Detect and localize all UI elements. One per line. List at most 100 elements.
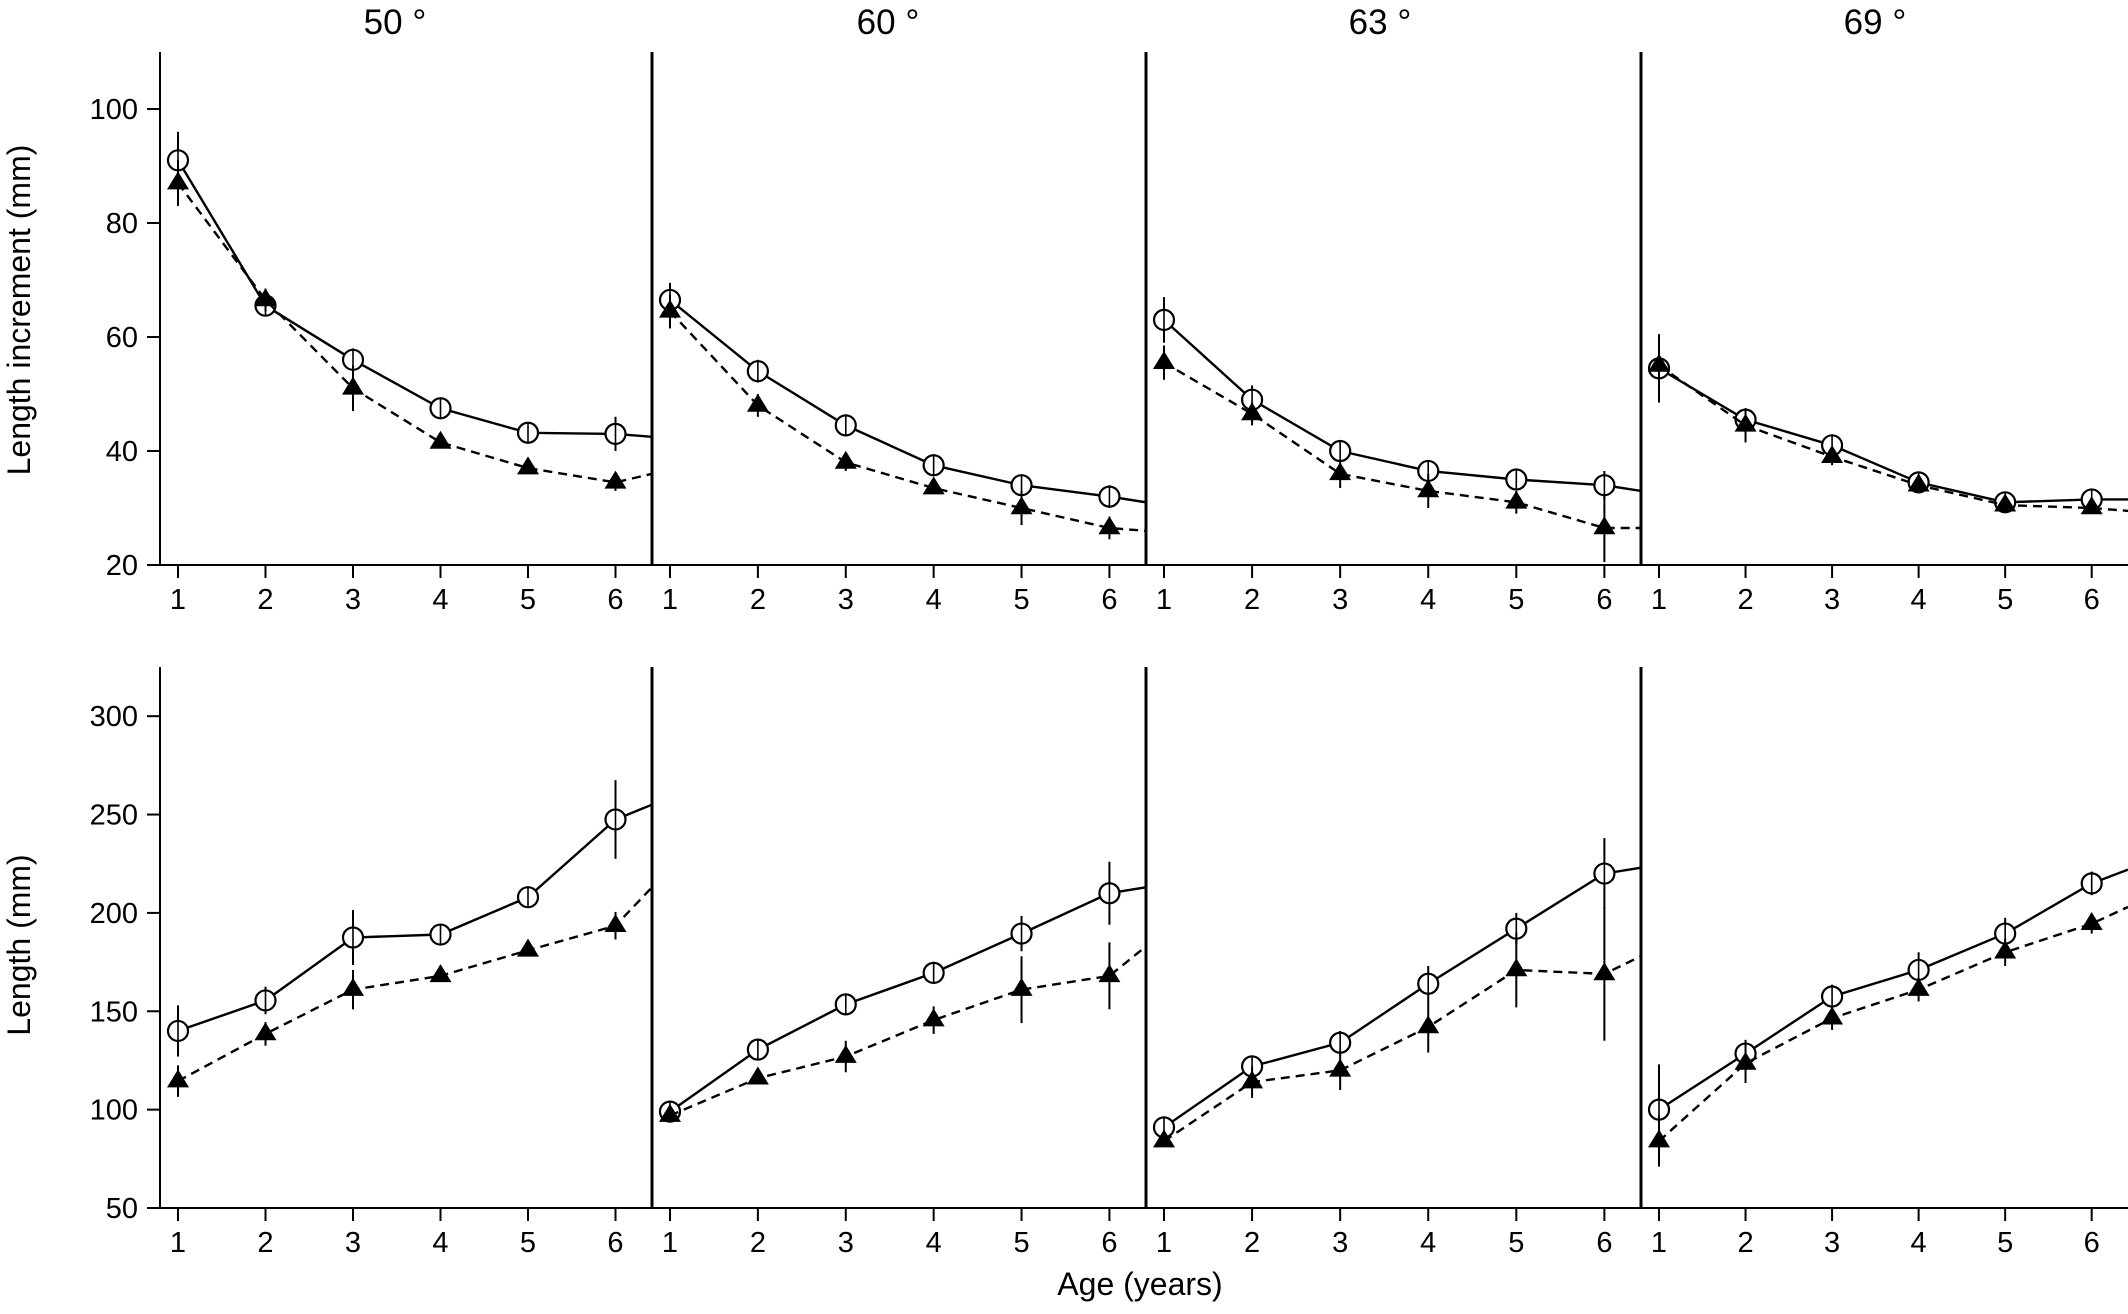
panel-increment-1-x-tick-label: 1 <box>170 584 186 616</box>
panel-increment-2-triangle-series-point <box>659 299 681 318</box>
panel-increment-3-triangle-series-point <box>1241 402 1264 421</box>
panel-length-4-triangle-series-point <box>1994 940 2017 959</box>
panel-increment-4-x-tick-label: 2 <box>1737 584 1753 616</box>
panel-length-2-x-tick-label: 1 <box>662 1227 678 1259</box>
panel-increment-3-x-tick-label: 4 <box>1420 584 1436 616</box>
plot-panels: 1 2 3 4 5 6 20 40 60 80 100 1 2 3 4 5 6 1 2 3 4 5 6 1 2 3 4 5 6 1 2 3 4 5… <box>90 52 2128 1259</box>
panel-increment-4-triangle-series-point <box>1648 353 1670 372</box>
panel-length-1-triangle-series-point <box>604 913 627 932</box>
panel-increment-4-triangle-series-point <box>1734 413 1757 432</box>
panel-length-2-x-tick-label: 2 <box>750 1227 766 1259</box>
panel-increment-2-x-tick-label: 4 <box>926 584 942 616</box>
panel-length-1-y-tick-label: 200 <box>90 898 138 930</box>
panel-length-2-x-tick-label: 6 <box>1101 1227 1117 1259</box>
panel-length-4-triangle-series-line <box>1658 905 2128 1142</box>
panel-length-1-triangle-series-line <box>177 886 653 1083</box>
panel-length-1-triangle-series-point <box>167 1069 189 1088</box>
y-axis-label-length: Length (mm) <box>1 854 37 1035</box>
panel-increment-1-y-tick-label: 20 <box>106 550 138 582</box>
panel-increment-4-triangle-series-point <box>1821 445 1844 463</box>
panel-length-1-x-tick-label: 6 <box>607 1227 623 1259</box>
panel-length-3-triangle-series-point <box>1153 1129 1175 1148</box>
y-axis-label-increment: Length increment (mm) <box>1 145 37 476</box>
panel-length-2-triangle-series-point <box>659 1103 681 1122</box>
panel-title-63: 63 ° <box>1349 3 1412 42</box>
panel-length-4-x-tick-label: 5 <box>1997 1227 2013 1259</box>
panel-increment-2-triangle-series-point <box>1010 496 1033 515</box>
panel-length-3-triangle-series-point <box>1329 1058 1352 1077</box>
panel-length-4-triangle-series-point <box>1821 1006 1844 1025</box>
panel-length-2-triangle-series-point <box>834 1044 857 1063</box>
panel-length-1-triangle-series-point <box>517 938 539 957</box>
panel-length-4-triangle-series-point <box>1648 1129 1670 1148</box>
panel-increment-2-triangle-series-point <box>834 450 857 469</box>
panel-increment-3-triangle-series-point <box>1417 479 1440 498</box>
panel-length-1-x-tick-label: 5 <box>520 1227 536 1259</box>
panel-length-1-circle-series-line <box>177 803 653 1033</box>
panel-increment-2-triangle-series-line <box>669 310 1147 532</box>
panel-length-3-triangle-series-point <box>1417 1015 1440 1034</box>
panel-length-1-x-tick-label: 4 <box>432 1227 448 1259</box>
panel-length-2-x-tick-label: 3 <box>838 1227 854 1259</box>
panel-length-1-y-tick-label: 300 <box>90 701 138 733</box>
panel-length-3-x-tick-label: 1 <box>1156 1227 1172 1259</box>
panel-increment-1-triangle-series-point <box>167 171 189 190</box>
panel-increment-2-x-tick-label: 3 <box>838 584 854 616</box>
panel-increment-1-x-tick-label: 6 <box>607 584 623 616</box>
panel-length-3-x-tick-label: 4 <box>1420 1227 1436 1259</box>
panel-length-1-y-tick-label: 50 <box>106 1193 138 1225</box>
panel-increment-4-triangle-series-line <box>1658 364 2128 513</box>
panel-length-2-triangle-series-point <box>746 1066 769 1085</box>
panel-length-4-x-tick-label: 2 <box>1737 1227 1753 1259</box>
panel-length-1-x-tick-label: 1 <box>170 1227 186 1259</box>
panel-increment-4-x-tick-label: 5 <box>1997 584 2013 616</box>
panel-length-2-x-tick-label: 4 <box>926 1227 942 1259</box>
panel-title-60: 60 ° <box>857 3 920 42</box>
panel-length-2-circle-series-line <box>669 886 1147 1113</box>
panel-length-3-x-tick-label: 2 <box>1244 1227 1260 1259</box>
panel-increment-2-triangle-series-point <box>922 476 945 495</box>
panel-increment-3-x-tick-label: 6 <box>1596 584 1612 616</box>
panel-length-2-x-tick-label: 5 <box>1013 1227 1029 1259</box>
panel-increment-1-x-tick-label: 4 <box>432 584 448 616</box>
panel-length-4-x-tick-label: 1 <box>1651 1227 1667 1259</box>
panel-increment-1-y-tick-label: 60 <box>106 322 138 354</box>
panel-increment-1-triangle-series-point <box>342 376 364 395</box>
panel-increment-1-x-tick-label: 5 <box>520 584 536 616</box>
panel-increment-1-y-tick-label: 40 <box>106 436 138 468</box>
panel-increment-1-triangle-series-point <box>254 288 277 307</box>
panel-increment-4-circle-series-line <box>1658 367 2128 504</box>
panel-increment-1-triangle-series-point <box>517 456 539 475</box>
panel-length-4-x-tick-label: 4 <box>1911 1227 1927 1259</box>
panel-increment-1-circle-series-line <box>176 159 653 438</box>
panel-increment-1-triangle-series-point <box>604 470 627 489</box>
panel-increment-2-triangle-series-point <box>1098 516 1121 535</box>
panel-length-3-triangle-series-line <box>1163 955 1642 1143</box>
panel-increment-3-triangle-series-point <box>1505 490 1528 509</box>
panel-length-1-triangle-series-point <box>254 1022 277 1041</box>
panel-increment-4-triangle-series-point <box>1994 493 2017 512</box>
panel-length-1-y-tick-label: 150 <box>90 996 138 1028</box>
panel-increment-3-triangle-series-point <box>1153 350 1175 369</box>
panel-increment-2-circle-series-line <box>669 298 1147 504</box>
panel-increment-2-x-tick-label: 6 <box>1101 584 1117 616</box>
panel-length-3-x-tick-label: 3 <box>1332 1227 1348 1259</box>
panel-length-3-x-tick-label: 5 <box>1508 1227 1524 1259</box>
panel-increment-3-x-tick-label: 5 <box>1508 584 1524 616</box>
panel-increment-3-x-tick-label: 2 <box>1244 584 1260 616</box>
panel-length-2-triangle-series-point <box>1010 977 1033 996</box>
panel-increment-2-x-tick-label: 2 <box>750 584 766 616</box>
panel-increment-2-x-tick-label: 1 <box>662 584 678 616</box>
panel-length-3-triangle-series-point <box>1241 1070 1264 1089</box>
panel-length-2-triangle-series-point <box>1098 964 1121 983</box>
panel-length-3-x-tick-label: 6 <box>1596 1227 1612 1259</box>
panel-increment-3-triangle-series-point <box>1329 462 1352 481</box>
panel-increment-4-triangle-series-point <box>2080 496 2103 515</box>
panel-increment-4-x-tick-label: 6 <box>2084 584 2100 616</box>
panel-increment-1-triangle-series-point <box>429 430 452 449</box>
panel-increment-4-triangle-series-point <box>1907 473 1930 492</box>
panel-increment-3-x-tick-label: 3 <box>1332 584 1348 616</box>
panel-increment-4-x-tick-label: 3 <box>1824 584 1840 616</box>
